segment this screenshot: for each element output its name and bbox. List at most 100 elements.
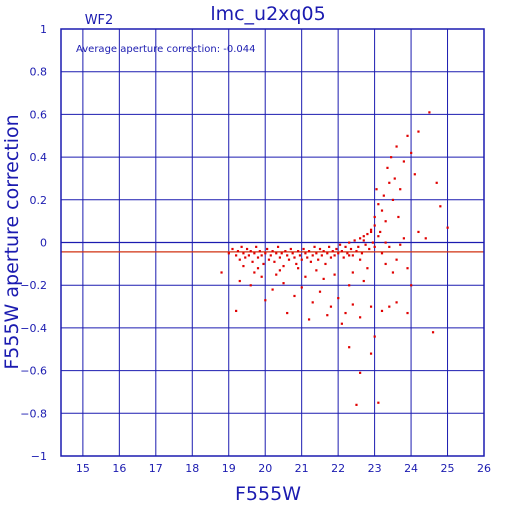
data-point [242,252,245,255]
data-point [342,256,345,259]
data-point [338,243,342,246]
data-point [264,252,267,255]
data-point [282,282,285,285]
data-point [373,215,376,219]
data-point [313,245,316,248]
data-point [395,258,398,261]
data-point [382,194,385,197]
data-point [375,188,378,191]
data-point [431,331,435,334]
data-point [349,247,353,251]
data-point [249,250,252,253]
data-point [360,252,364,255]
data-point [245,247,249,251]
data-point [247,254,250,257]
data-point [291,252,294,255]
data-point [413,173,416,176]
data-point [244,256,247,259]
data-point [344,245,347,248]
data-point [249,284,252,287]
x-tick-label: 19 [222,462,236,475]
data-point [284,250,287,253]
data-point [362,279,365,283]
data-point [240,245,243,248]
data-point [282,264,285,268]
y-tick-label: 0 [40,237,47,250]
y-axis-label: F555W aperture correction [1,114,23,369]
data-point [335,247,338,251]
data-point [293,294,296,298]
data-point [366,232,369,236]
data-point [417,230,420,234]
data-point [329,256,333,259]
data-point [390,156,393,159]
data-point [256,267,260,270]
data-point [306,256,309,259]
data-point [380,309,384,313]
data-point [326,314,329,317]
y-tick-labels: 1 0.8 0.6 0.4 0.2 0 −0.2 −0.4 −0.6 −0.8 −1 [20,23,47,463]
data-point [220,271,223,274]
data-point [309,260,312,263]
data-point [315,252,318,255]
data-point [395,145,398,148]
data-point [262,262,265,266]
data-point [318,290,322,293]
data-point [255,245,258,248]
data-point [348,254,351,257]
y-tick-label: −1 [31,450,47,463]
data-point [369,305,373,308]
data-point [266,247,269,251]
x-tick-label: 21 [295,462,309,475]
data-point [258,250,261,253]
x-tick-label: 15 [76,462,90,475]
data-point [260,275,263,278]
data-point [393,177,396,180]
y-tick-label: 0.8 [30,66,48,79]
data-point [364,243,367,246]
data-point [435,181,438,184]
data-point [271,250,274,253]
data-point [260,254,263,257]
data-point [373,335,376,338]
x-tick-label: 23 [368,462,382,475]
data-point [355,403,358,406]
data-point [348,284,351,287]
data-point [333,254,336,257]
data-point [340,322,343,325]
data-point [384,241,387,244]
data-point [402,237,405,240]
data-point [307,250,311,253]
data-point [298,254,302,257]
data-point [377,401,380,404]
y-tick-label: 0.6 [30,108,48,121]
x-tick-label: 22 [331,462,345,475]
data-point [357,245,360,248]
data-point [369,228,373,231]
data-point [331,250,334,253]
data-point [275,273,278,276]
y-tick-label: −0.6 [20,365,47,378]
data-point [439,205,442,208]
data-point [384,262,387,266]
data-point [368,247,371,251]
data-point [406,311,409,315]
data-point [286,311,289,315]
x-tick-label: 25 [441,462,455,475]
chart-title: lmc_u2xq05 [210,3,325,25]
data-point [369,352,373,355]
data-point [315,269,318,272]
data-point [231,247,234,251]
data-point [318,247,322,251]
x-tick-label: 18 [185,462,199,475]
data-point [348,346,351,349]
data-point [276,245,280,248]
data-point [295,262,298,266]
data-point [399,188,402,191]
data-point [286,254,289,257]
data-point [267,258,271,261]
data-point [402,160,405,163]
data-point [304,252,307,255]
data-point [391,271,395,274]
data-point [397,215,400,219]
